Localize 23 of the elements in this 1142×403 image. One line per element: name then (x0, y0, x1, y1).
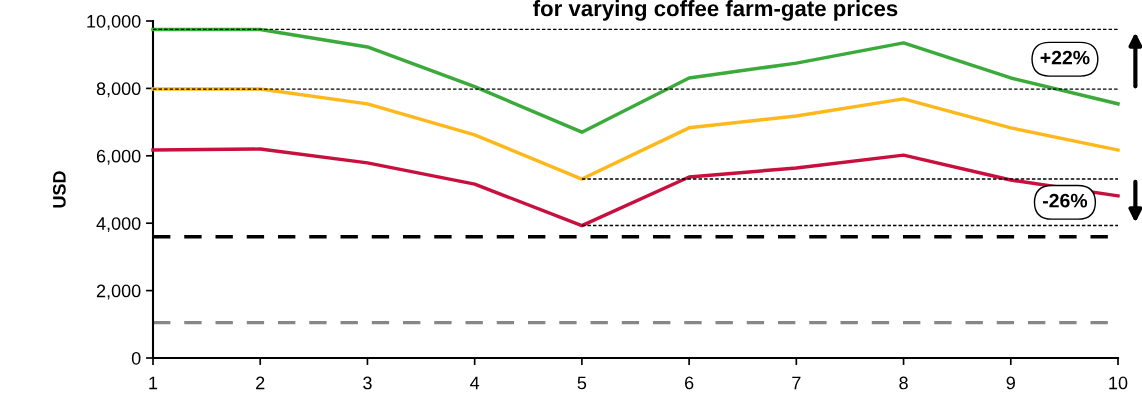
y-tick-label: 8,000 (96, 82, 141, 98)
x-tick-label: 2 (256, 376, 265, 390)
x-tick-label: 3 (363, 376, 372, 390)
x-tick-label: 9 (1006, 376, 1015, 390)
y-axis-title: USD (52, 171, 66, 208)
x-tick-label: 6 (685, 376, 694, 390)
x-tick-label: 10 (1109, 376, 1128, 390)
line-series (151, 27, 1120, 134)
x-tick-label: 8 (899, 376, 908, 390)
line-series (151, 87, 1120, 181)
x-tick-label: 4 (470, 376, 480, 390)
x-tick-label: 7 (792, 376, 801, 390)
y-tick-label: 6,000 (96, 149, 141, 165)
y-tick-label: 0 (131, 351, 141, 365)
x-tick-label: 5 (577, 376, 587, 390)
y-tick-label: 10,000 (87, 14, 141, 30)
y-tick-label: 4,000 (96, 217, 141, 233)
chart-title: for varying coffee farm-gate prices (533, 0, 898, 21)
annotation: -26% (1042, 193, 1088, 208)
y-tick-label: 2,000 (96, 284, 141, 300)
annotation: +22% (1040, 50, 1090, 65)
x-tick-label: 1 (149, 376, 158, 390)
line-series (151, 147, 1120, 228)
